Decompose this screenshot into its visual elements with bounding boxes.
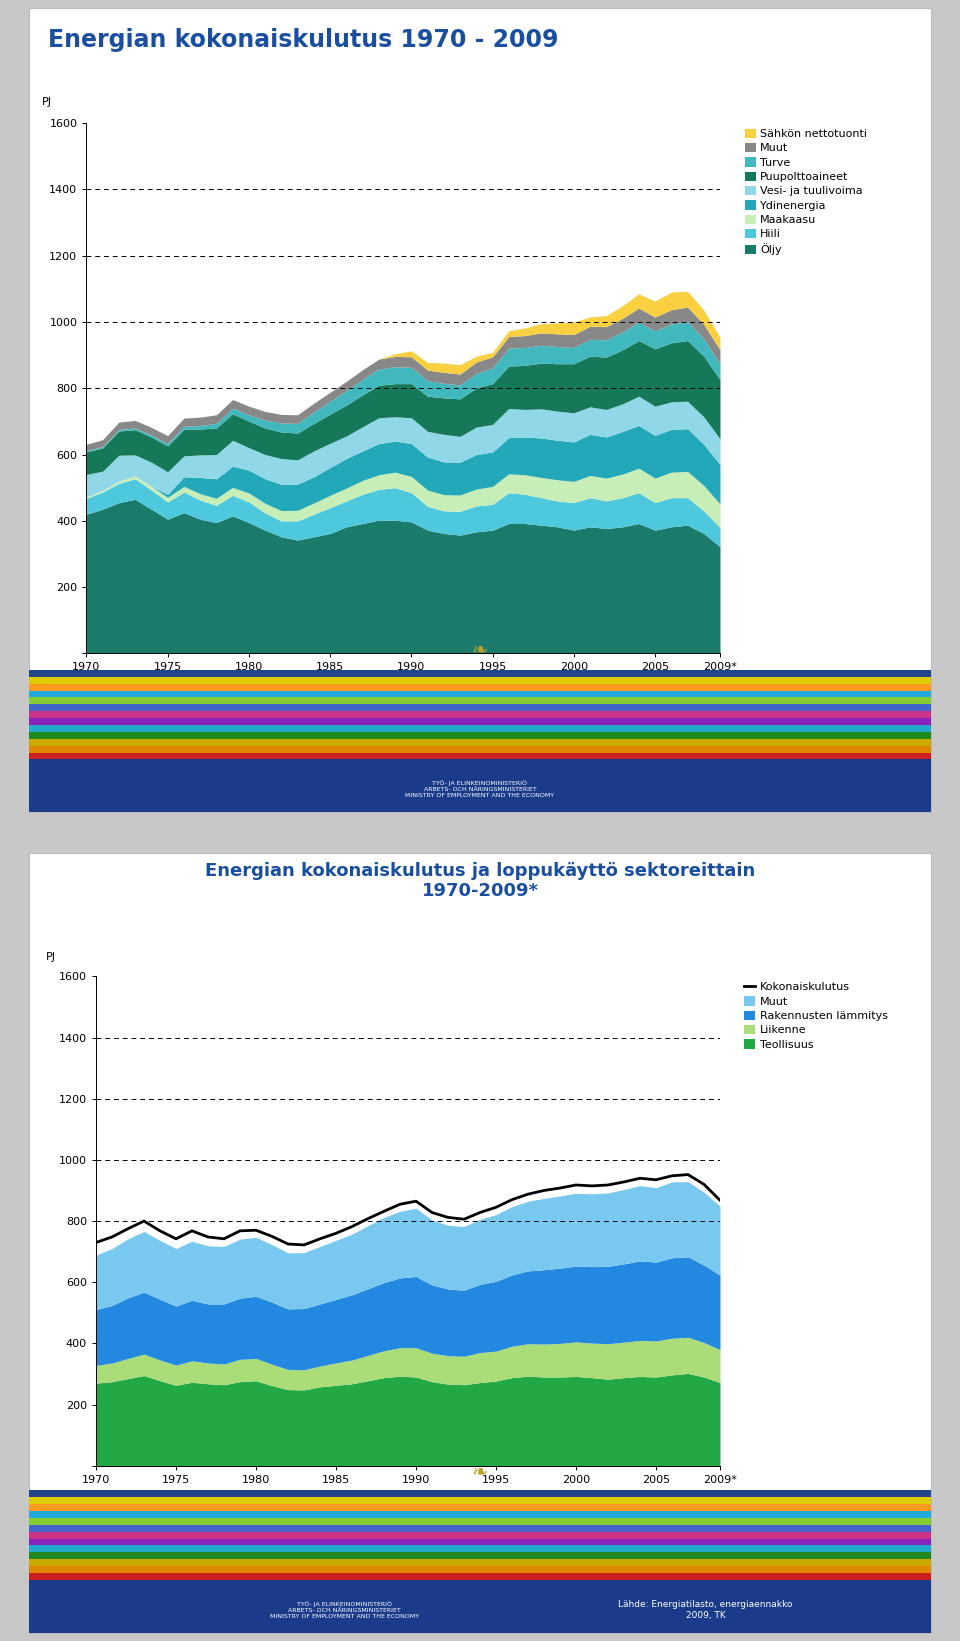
Text: PJ: PJ — [46, 952, 56, 962]
Legend: Kokonaiskulutus, Muut, Rakennusten lämmitys, Liikenne, Teollisuus: Kokonaiskulutus, Muut, Rakennusten lämmi… — [744, 981, 888, 1050]
Text: ❧: ❧ — [471, 642, 489, 660]
Text: Lähde: Energiatilasto, energiaennakko
2009, TK: Lähde: Energiatilasto, energiaennakko 20… — [618, 1600, 793, 1620]
Text: Energian kokonaiskulutus ja loppukäyttö sektoreittain
1970-2009*: Energian kokonaiskulutus ja loppukäyttö … — [204, 862, 756, 901]
Text: Energian kokonaiskulutus 1970 - 2009: Energian kokonaiskulutus 1970 - 2009 — [48, 28, 559, 53]
Text: TYÖ- JA ELINKEINOMINISTERIÖ
ARBETS- OCH NÄRINGSMINISTERIET
MINISTRY OF EMPLOYMEN: TYÖ- JA ELINKEINOMINISTERIÖ ARBETS- OCH … — [270, 1602, 420, 1618]
Legend: Sähkön nettotuonti, Muut, Turve, Puupolttoaineet, Vesi- ja tuulivoima, Ydinenerg: Sähkön nettotuonti, Muut, Turve, Puupolt… — [745, 128, 867, 256]
Text: TYÖ- JA ELINKEINOMINISTERIÖ
ARBETS- OCH NÄRINGSMINISTERIET
MINISTRY OF EMPLOYMEN: TYÖ- JA ELINKEINOMINISTERIÖ ARBETS- OCH … — [405, 781, 555, 798]
Text: PJ: PJ — [42, 97, 52, 107]
Text: ❧: ❧ — [471, 1464, 489, 1482]
